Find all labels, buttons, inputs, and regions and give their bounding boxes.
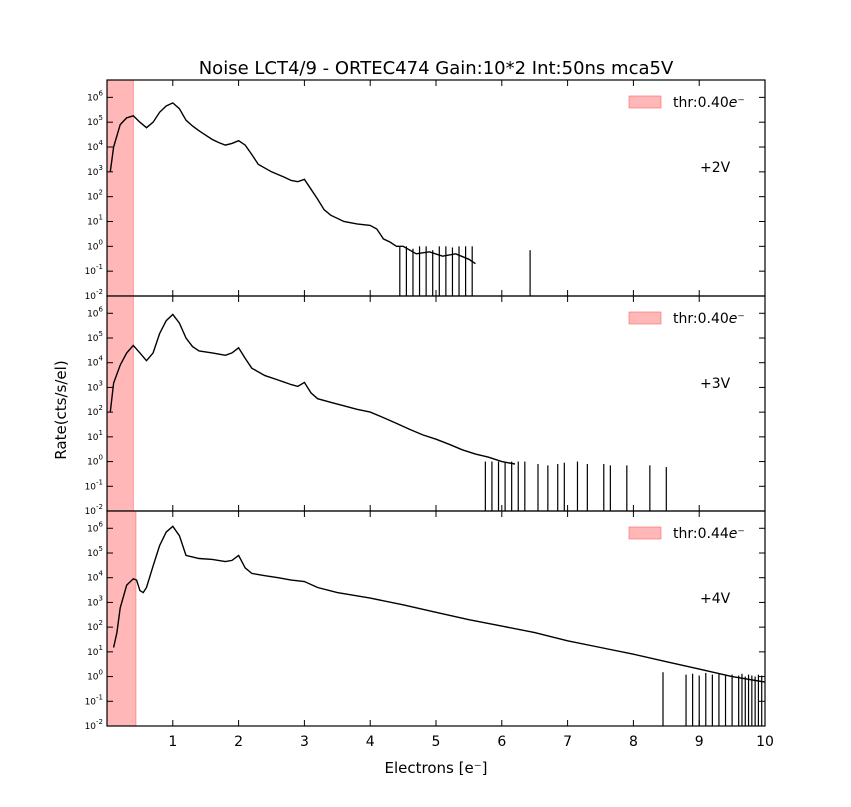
y-tick-label: 105 xyxy=(87,330,103,344)
y-tick-label: 10-1 xyxy=(85,478,103,492)
x-tick-label: 5 xyxy=(432,734,441,750)
x-tick-label: 7 xyxy=(563,734,572,750)
panels-group: 10-2 10-1 100 101 102 103 104 105 106 thr:0.40e⁻ +… xyxy=(85,79,766,732)
y-tick-label: 104 xyxy=(87,355,103,369)
y-tick-label: 10-2 xyxy=(85,288,103,302)
legend: thr:0.44e⁻ xyxy=(628,526,745,542)
voltage-label: +2V xyxy=(700,160,731,176)
panel-2: 10-2 10-1 100 101 102 103 104 105 106 thr:0.40e⁻ +… xyxy=(85,295,766,517)
voltage-label: +3V xyxy=(700,376,731,392)
x-tick-label: 9 xyxy=(695,734,704,750)
legend-swatch xyxy=(628,526,662,540)
x-tick-label: 1 xyxy=(168,734,177,750)
voltage-label: +4V xyxy=(700,591,731,607)
x-tick-label: 4 xyxy=(366,734,375,750)
y-tick-label: 106 xyxy=(87,89,103,103)
y-tick-label: 105 xyxy=(87,114,103,128)
series-line xyxy=(112,525,766,683)
y-tick-label: 104 xyxy=(87,139,103,153)
y-tick-label: 104 xyxy=(87,570,103,584)
threshold-band xyxy=(106,79,134,297)
y-tick-label: 100 xyxy=(87,669,103,683)
legend-label: thr:0.40e⁻ xyxy=(673,95,745,111)
x-tick-labels: 1 2 3 4 5 6 7 8 9 10 xyxy=(168,734,774,750)
series-line xyxy=(109,102,476,265)
chart-title: Noise LCT4/9 - ORTEC474 Gain:10*2 Int:50… xyxy=(199,58,674,79)
series-line xyxy=(109,313,516,465)
y-tick-label: 100 xyxy=(87,238,103,252)
y-tick-label: 101 xyxy=(87,644,103,658)
y-tick-label: 105 xyxy=(87,545,103,559)
y-tick-label: 102 xyxy=(87,619,103,633)
panel-frame xyxy=(106,79,766,297)
legend-swatch xyxy=(628,95,662,109)
panel-1: 10-2 10-1 100 101 102 103 104 105 106 thr:0.40e⁻ +… xyxy=(85,79,766,302)
x-tick-label: 8 xyxy=(629,734,638,750)
y-tick-label: 102 xyxy=(87,404,103,418)
y-tick-label: 100 xyxy=(87,454,103,468)
y-tick-label: 103 xyxy=(87,379,103,393)
x-tick-label: 6 xyxy=(497,734,506,750)
x-axis-label: Electrons [e⁻] xyxy=(385,759,488,777)
y-axis-label: Rate(cts/s/el) xyxy=(52,360,70,459)
y-tick-label: 10-2 xyxy=(85,503,103,517)
y-tick-label: 10-1 xyxy=(85,693,103,707)
y-tick-label: 103 xyxy=(87,594,103,608)
y-tick-label: 10-2 xyxy=(85,718,103,732)
panel-3: 10-2 10-1 100 101 102 103 104 105 106 thr:0.44e⁻ +… xyxy=(85,510,766,732)
legend: thr:0.40e⁻ xyxy=(628,311,745,327)
legend-swatch xyxy=(628,311,662,325)
y-tick-label: 103 xyxy=(87,164,103,178)
legend-label: thr:0.44e⁻ xyxy=(673,526,745,542)
x-tick-label: 2 xyxy=(234,734,243,750)
legend-label: thr:0.40e⁻ xyxy=(673,311,745,327)
y-tick-label: 10-1 xyxy=(85,263,103,277)
y-tick-label: 106 xyxy=(87,305,103,319)
y-tick-label: 102 xyxy=(87,189,103,203)
y-tick-label: 101 xyxy=(87,429,103,443)
y-tick-label: 106 xyxy=(87,520,103,534)
y-tick-label: 101 xyxy=(87,214,103,228)
legend: thr:0.40e⁻ xyxy=(628,95,745,111)
threshold-band xyxy=(106,510,137,727)
x-tick-label: 10 xyxy=(756,734,774,750)
x-tick-label: 3 xyxy=(300,734,309,750)
panel-frame xyxy=(106,510,766,727)
